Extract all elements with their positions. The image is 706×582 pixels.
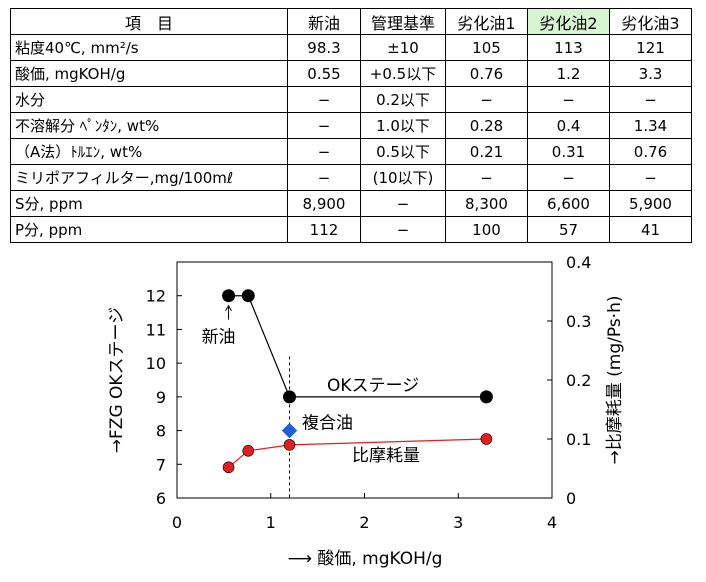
data-point <box>479 390 493 404</box>
table-row: ミリポアフィルター,mg/100mℓ − (10以下) − − − <box>10 164 692 191</box>
header-degraded-oil-2: 劣化油2 <box>527 8 610 35</box>
new-oil-arrowhead <box>225 304 232 311</box>
table-cell: 121 <box>609 34 692 61</box>
table-cell: 41 <box>609 216 692 243</box>
table-cell: 57 <box>527 216 610 243</box>
table-cell: 5,900 <box>609 190 692 217</box>
header-degraded-oil-1: 劣化油1 <box>445 8 528 35</box>
y-left-tick-label: 12 <box>146 287 166 306</box>
x-axis-title: ⟶ 酸価, mgKOH/g <box>288 549 443 569</box>
x-tick-label: 0 <box>172 513 182 532</box>
y-right-tick-label: 0.3 <box>566 312 591 331</box>
y-left-tick-label: 10 <box>146 354 166 373</box>
table-cell: ±10 <box>360 34 446 61</box>
x-tick-label: 2 <box>359 513 369 532</box>
table-row: 粘度40℃, mm²/s 98.3 ±10 105 113 121 <box>10 34 692 61</box>
row-label: 粘度40℃, mm²/s <box>10 34 288 61</box>
table-cell: 0.21 <box>445 138 528 165</box>
table-cell: 112 <box>287 216 361 243</box>
table-cell: − <box>445 164 528 191</box>
data-point <box>222 289 236 303</box>
annotation-composite-oil: 複合油 <box>302 414 353 434</box>
annotation-wear-rate: 比摩耗量 <box>352 446 420 466</box>
header-item: 項 目 <box>10 8 288 35</box>
data-point <box>283 439 296 451</box>
row-label: 酸価, mgKOH/g <box>10 60 288 87</box>
table-cell: − <box>360 216 446 243</box>
table-row: 水分 −0.2以下 − − − <box>10 86 692 113</box>
data-point-diamond <box>281 422 298 439</box>
y-right-tick-label: 0.4 <box>566 253 591 272</box>
oil-property-table: 項 目 新油 管理基準 劣化油1 劣化油2 劣化油3 粘度40℃, mm²/s 9… <box>10 8 692 243</box>
table-cell: − <box>527 164 610 191</box>
y-right-tick-label: 0.1 <box>566 430 591 449</box>
x-tick-label: 3 <box>453 513 463 532</box>
table-cell: 113 <box>527 34 610 61</box>
y-right-tick-label: 0.2 <box>566 371 591 390</box>
row-label: P分, ppm <box>10 216 288 243</box>
y-left-tick-label: 9 <box>156 388 166 407</box>
table-cell: − <box>360 190 446 217</box>
table-row: P分, ppm 112−100 57 41 <box>10 216 692 243</box>
table-cell: 0.76 <box>445 60 528 87</box>
table-cell: 105 <box>445 34 528 61</box>
y-left-tick-label: 7 <box>156 455 166 474</box>
series-line-0 <box>228 295 487 398</box>
table-cell: 0.31 <box>527 138 610 165</box>
table-cell: 0.4 <box>527 112 610 139</box>
table-cell: (10以下) <box>360 164 446 191</box>
data-point <box>242 444 255 457</box>
data-point <box>283 390 296 404</box>
table-header-row: 項 目 新油 管理基準 劣化油1 劣化油2 劣化油3 <box>10 8 692 35</box>
y-right-axis-title: →比摩耗量 (mg/Ps·h) <box>605 296 625 465</box>
x-tick-label: 1 <box>266 513 276 532</box>
table-cell: 3.3 <box>609 60 692 87</box>
data-point <box>480 433 493 445</box>
annotation-ok-stage: OKステージ <box>327 376 419 396</box>
table-row: 酸価, mgKOH/g 0.55 +0.5以下 0.76 1.2 3.3 <box>10 60 692 87</box>
table-cell: 100 <box>445 216 528 243</box>
data-point <box>241 289 255 303</box>
data-point <box>222 461 235 474</box>
y-left-tick-label: 6 <box>156 489 166 508</box>
row-label: （A法）ﾄﾙｴﾝ, wt% <box>10 138 288 165</box>
x-tick-label: 4 <box>547 513 557 532</box>
y-left-tick-label: 8 <box>156 422 166 441</box>
header-new-oil: 新油 <box>287 8 361 35</box>
annotation-new-oil: 新油 <box>202 328 236 348</box>
table-cell: 0.28 <box>445 112 528 139</box>
y-left-axis-title: →FZG OKステージ <box>107 307 127 453</box>
y-left-tick-label: 11 <box>146 320 166 339</box>
table-cell: − <box>445 86 528 113</box>
table-cell: − <box>287 86 361 113</box>
table-cell: 1.2 <box>527 60 610 87</box>
series-line-1 <box>228 438 487 468</box>
y-right-tick-label: 0 <box>566 489 576 508</box>
table-cell: 0.76 <box>609 138 692 165</box>
table-cell: − <box>527 86 610 113</box>
table-cell: 8,900 <box>287 190 361 217</box>
header-degraded-oil-3: 劣化油3 <box>609 8 692 35</box>
table-row: （A法）ﾄﾙｴﾝ, wt% −0.5以下 0.21 0.31 0.76 <box>10 138 692 165</box>
table-cell: 1.0以下 <box>360 112 446 139</box>
